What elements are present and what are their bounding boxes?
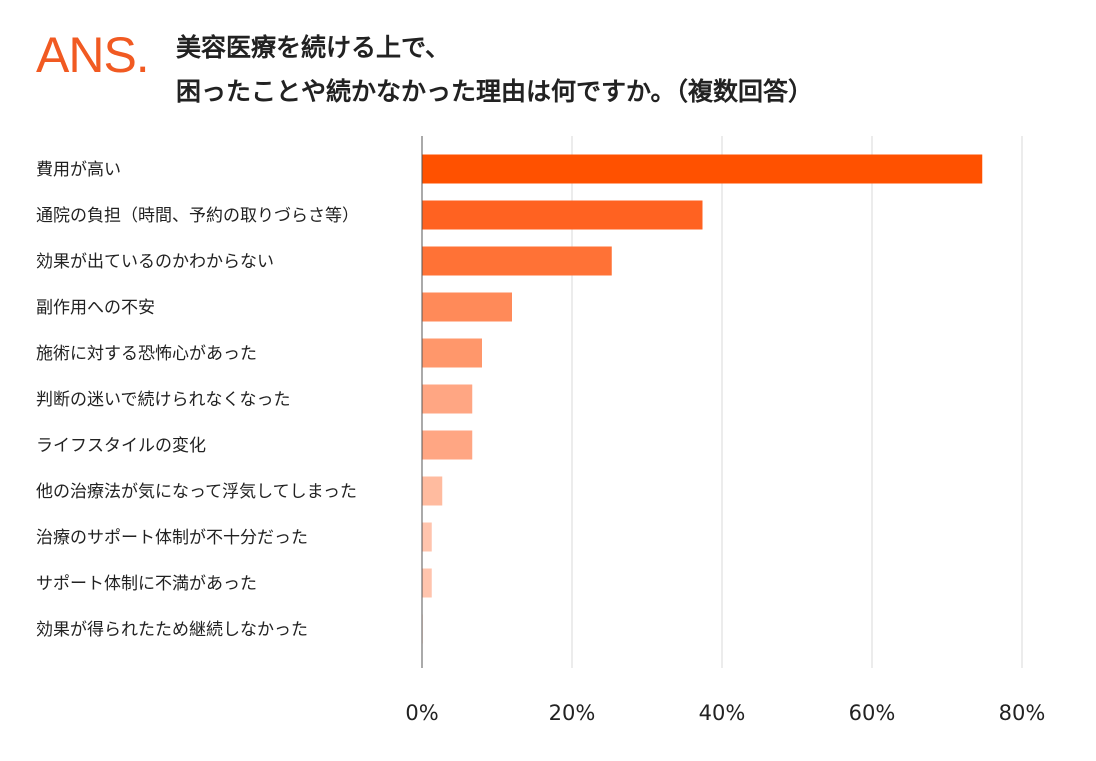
bar-4: [422, 338, 482, 368]
category-label-6: ライフスタイルの変化: [36, 436, 206, 456]
x-tick-label-80: 80%: [999, 701, 1046, 725]
brand-logo: ANS.: [36, 27, 150, 83]
bar-9: [422, 568, 432, 598]
bar-3: [422, 292, 512, 322]
x-tick-label-60: 60%: [849, 701, 896, 725]
bar-5: [422, 384, 473, 414]
category-label-5: 判断の迷いで続けられなくなった: [36, 390, 291, 410]
bar-0: [422, 154, 983, 184]
title-line-1: 美容医療を続ける上で、: [176, 33, 451, 62]
category-label-0: 費用が高い: [36, 160, 121, 180]
category-label-3: 副作用への不安: [36, 298, 155, 318]
title-line-2: 困ったことや続かなかった理由は何ですか。（複数回答）: [176, 77, 814, 106]
category-label-4: 施術に対する恐怖心があった: [36, 344, 257, 364]
category-label-1: 通院の負担（時間、予約の取りづらさ等）: [36, 206, 359, 226]
x-tick-label-20: 20%: [549, 701, 596, 725]
bar-8: [422, 522, 432, 552]
bar-6: [422, 430, 473, 460]
bar-7: [422, 476, 443, 506]
category-label-10: 効果が得られたため継続しなかった: [36, 620, 308, 640]
x-tick-labels: 0% 20% 40% 60% 80%: [405, 701, 1045, 725]
category-label-2: 効果が出ているのかわからない: [36, 252, 274, 272]
category-label-7: 他の治療法が気になって浮気してしまった: [36, 482, 357, 502]
x-tick-label-40: 40%: [699, 701, 746, 725]
chart-title: 美容医療を続ける上で、 困ったことや続かなかった理由は何ですか。（複数回答）: [176, 26, 813, 114]
bar-1: [422, 200, 703, 230]
x-tick-label-0: 0%: [405, 701, 438, 725]
category-label-8: 治療のサポート体制が不十分だった: [36, 528, 308, 548]
category-label-9: サポート体制に不満があった: [36, 574, 257, 594]
bar-2: [422, 246, 612, 276]
bars: [422, 154, 983, 644]
